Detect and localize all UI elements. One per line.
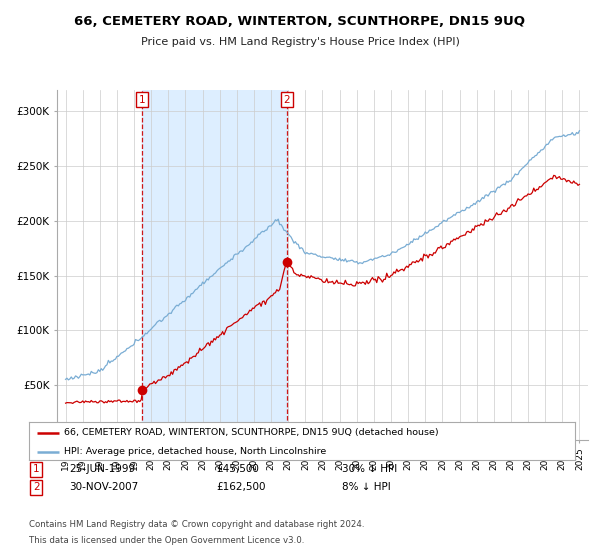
Text: 66, CEMETERY ROAD, WINTERTON, SCUNTHORPE, DN15 9UQ: 66, CEMETERY ROAD, WINTERTON, SCUNTHORPE… [74,15,526,28]
Text: 2: 2 [284,95,290,105]
Text: 8% ↓ HPI: 8% ↓ HPI [342,482,391,492]
Text: Price paid vs. HM Land Registry's House Price Index (HPI): Price paid vs. HM Land Registry's House … [140,37,460,47]
Text: £162,500: £162,500 [216,482,265,492]
Bar [142,90,287,440]
Text: 1: 1 [139,95,146,105]
Text: £45,500: £45,500 [216,464,259,474]
Text: HPI: Average price, detached house, North Lincolnshire: HPI: Average price, detached house, Nort… [64,447,326,456]
Text: 1: 1 [33,464,40,474]
Text: 25-JUN-1999: 25-JUN-1999 [69,464,135,474]
Text: 30% ↓ HPI: 30% ↓ HPI [342,464,397,474]
Text: 2: 2 [33,482,40,492]
Text: 30-NOV-2007: 30-NOV-2007 [69,482,138,492]
Text: Contains HM Land Registry data © Crown copyright and database right 2024.: Contains HM Land Registry data © Crown c… [29,520,364,529]
Text: 66, CEMETERY ROAD, WINTERTON, SCUNTHORPE, DN15 9UQ (detached house): 66, CEMETERY ROAD, WINTERTON, SCUNTHORPE… [64,428,439,437]
Text: This data is licensed under the Open Government Licence v3.0.: This data is licensed under the Open Gov… [29,536,304,545]
